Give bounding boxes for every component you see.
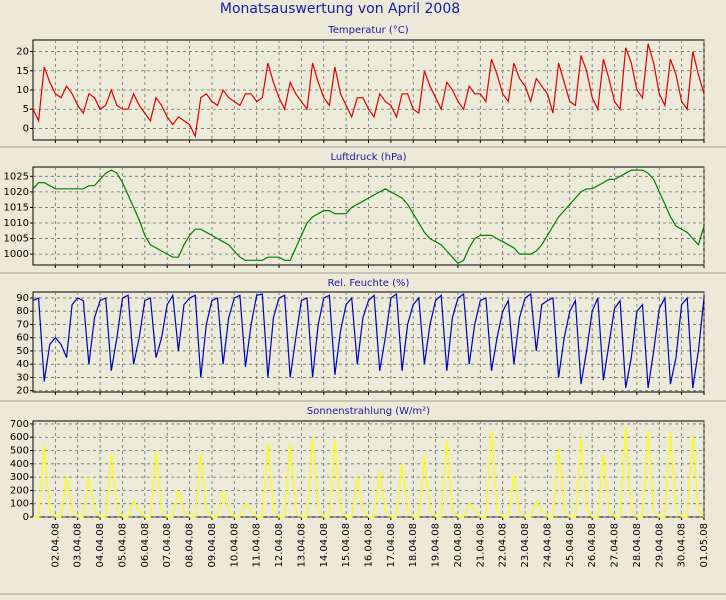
x-tick-label: 18.04.08 [408, 523, 419, 568]
x-tick-label: 01.05.08 [699, 523, 710, 568]
y-tick-label: 60 [16, 333, 29, 344]
y-tick-label: 1020 [4, 187, 29, 198]
x-tick-label: 02.04.08 [50, 523, 61, 568]
y-tick-label: 1015 [4, 202, 29, 213]
x-tick-label: 15.04.08 [341, 523, 352, 568]
x-tick-label: 26.04.08 [587, 523, 598, 568]
y-tick-label: 1000 [4, 249, 29, 260]
chart-title: Luftdruck (hPa) [330, 152, 406, 163]
y-tick-label: 1005 [4, 234, 29, 245]
y-tick-label: 0 [23, 512, 29, 523]
x-tick-label: 30.04.08 [677, 523, 688, 568]
y-tick-label: 400 [10, 459, 29, 470]
y-tick-label: 0 [23, 123, 29, 134]
x-tick-label: 28.04.08 [632, 523, 643, 568]
y-tick-label: 90 [16, 293, 29, 304]
x-tick-label: 16.04.08 [364, 523, 375, 568]
x-tick-label: 23.04.08 [520, 523, 531, 568]
x-tick-label: 22.04.08 [498, 523, 509, 568]
x-tick-label: 11.04.08 [252, 523, 263, 568]
y-tick-label: 500 [10, 446, 29, 457]
x-tick-label: 04.04.08 [95, 523, 106, 568]
x-tick-label: 17.04.08 [386, 523, 397, 568]
x-tick-label: 20.04.08 [453, 523, 464, 568]
chart-title: Temperatur (°C) [327, 25, 408, 36]
y-tick-label: 80 [16, 306, 29, 317]
y-tick-label: 70 [16, 319, 29, 330]
chart-title: Sonnenstrahlung (W/m²) [307, 406, 430, 417]
y-tick-label: 100 [10, 499, 29, 510]
y-tick-label: 50 [16, 346, 29, 357]
y-tick-label: 10 [16, 85, 29, 96]
x-tick-label: 08.04.08 [185, 523, 196, 568]
x-tick-label: 07.04.08 [162, 523, 173, 568]
x-tick-label: 25.04.08 [565, 523, 576, 568]
y-tick-label: 20 [16, 47, 29, 58]
y-tick-label: 1025 [4, 171, 29, 182]
x-tick-label: 09.04.08 [207, 523, 218, 568]
data-line [32, 169, 705, 265]
y-tick-label: 30 [16, 372, 29, 383]
y-tick-label: 700 [10, 419, 29, 430]
x-tick-label: 21.04.08 [475, 523, 486, 568]
x-tick-label: 14.04.08 [319, 523, 330, 568]
data-line [32, 43, 705, 139]
x-tick-label: 27.04.08 [610, 523, 621, 568]
x-tick-label: 24.04.08 [542, 523, 553, 568]
y-tick-label: 40 [16, 359, 29, 370]
y-tick-label: 15 [16, 66, 29, 77]
x-tick-label: 12.04.08 [274, 523, 285, 568]
y-tick-label: 200 [10, 485, 29, 496]
data-line [33, 426, 705, 518]
y-tick-label: 1010 [4, 218, 29, 229]
x-tick-label: 13.04.08 [296, 523, 307, 568]
x-tick-label: 29.04.08 [654, 523, 665, 568]
y-tick-label: 20 [16, 386, 29, 397]
y-tick-label: 300 [10, 472, 29, 483]
x-tick-label: 03.04.08 [73, 523, 84, 568]
x-tick-label: 05.04.08 [117, 523, 128, 568]
x-tick-label: 19.04.08 [431, 523, 442, 568]
x-tick-label: 10.04.08 [229, 523, 240, 568]
data-line [32, 292, 705, 389]
y-tick-label: 600 [10, 432, 29, 443]
x-tick-label: 06.04.08 [140, 523, 151, 568]
y-tick-label: 5 [23, 104, 29, 115]
window-title: Monatsauswertung von April 2008 [220, 1, 460, 17]
chart-title: Rel. Feuchte (%) [328, 278, 410, 289]
